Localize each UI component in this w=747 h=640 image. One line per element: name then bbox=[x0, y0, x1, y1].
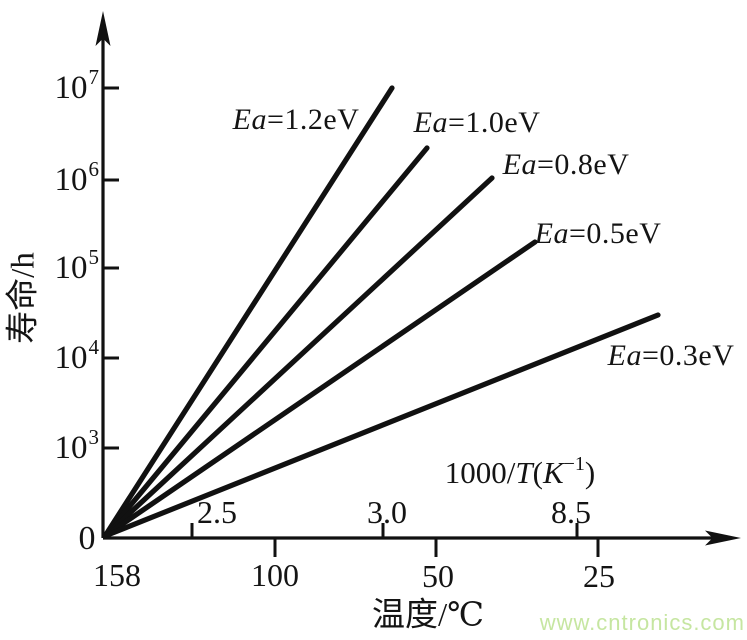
origin-label: 0 bbox=[78, 520, 96, 557]
watermark-text: www.cntronics.com bbox=[539, 610, 745, 635]
invt-tick-label-2.5: 2.5 bbox=[197, 494, 237, 530]
temperature-ticks bbox=[273, 538, 600, 557]
invt-tick-label-8.5: 8.5 bbox=[551, 494, 591, 530]
series-line-ea-1.0ev bbox=[102, 145, 430, 539]
temp-tick-label-50: 50 bbox=[422, 558, 454, 594]
series-label-ea-1.2ev: Ea=1.2eV bbox=[232, 103, 360, 136]
series-line-ea-0.3ev bbox=[102, 312, 661, 539]
y-axis-title: 寿命/h bbox=[5, 252, 42, 344]
temp-tick-label-25: 25 bbox=[583, 558, 615, 594]
series-label-ea-0.5ev: Ea=0.5eV bbox=[534, 217, 662, 250]
y-tick-label-1e7: 107 bbox=[54, 65, 100, 106]
series-label-ea-1.0ev: Ea=1.0eV bbox=[413, 106, 541, 139]
series-label-ea-0.3ev: Ea=0.3eV bbox=[607, 339, 735, 372]
temp-tick-label-100: 100 bbox=[251, 557, 299, 593]
series-line-ea-0.8ev bbox=[102, 175, 495, 539]
y-tick-label-1e5: 105 bbox=[54, 245, 100, 286]
y-axis-ticks bbox=[103, 86, 119, 450]
x-axis-title: 温度/℃ bbox=[371, 597, 485, 634]
series-line-ea-1.2ev bbox=[102, 85, 395, 539]
inverse-temperature-axis-title: 1000/T(K−1) bbox=[444, 452, 596, 491]
x-axis-arrow-icon bbox=[705, 530, 741, 546]
temp-tick-label-158: 158 bbox=[93, 557, 141, 593]
y-axis-arrow-icon bbox=[95, 11, 111, 46]
y-tick-label-1e6: 106 bbox=[54, 157, 100, 198]
y-tick-label-1e4: 104 bbox=[54, 335, 100, 376]
invt-tick-label-3.0: 3.0 bbox=[367, 494, 407, 530]
inverse-temperature-ticks bbox=[190, 523, 579, 538]
y-tick-label-1e3: 103 bbox=[54, 425, 100, 466]
series-label-ea-0.8ev: Ea=0.8eV bbox=[502, 148, 630, 181]
series-line-ea-0.5ev bbox=[102, 239, 538, 539]
